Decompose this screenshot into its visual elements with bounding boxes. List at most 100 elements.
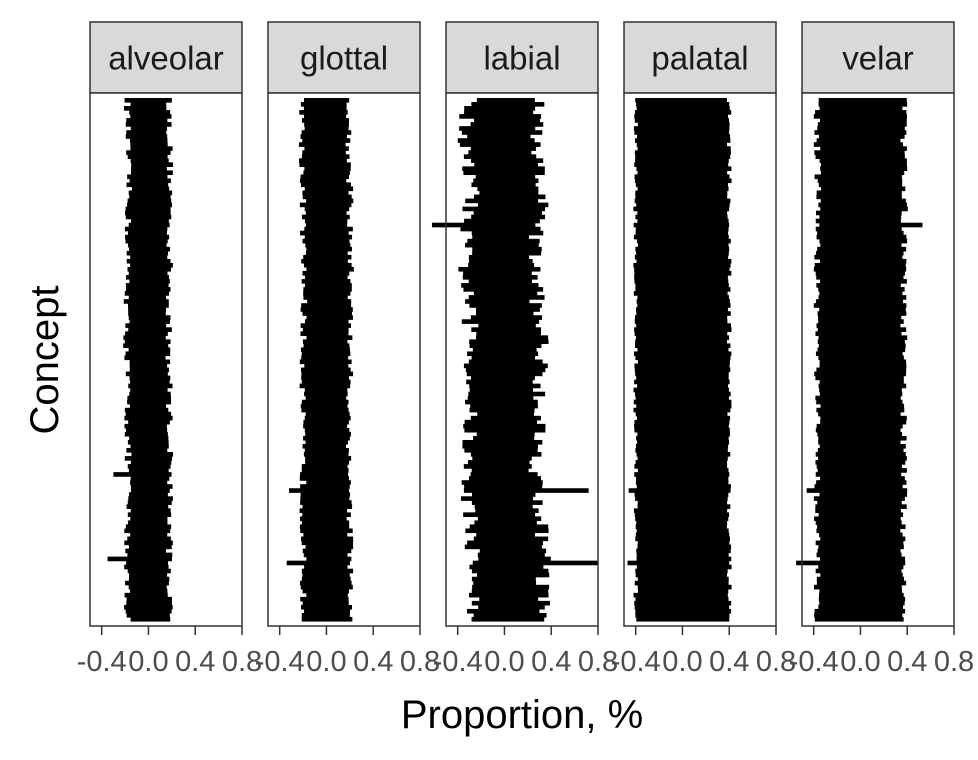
bar (304, 387, 348, 393)
bar (302, 504, 353, 509)
bar (633, 234, 729, 240)
bar (634, 427, 730, 433)
bar (814, 584, 902, 590)
bar (125, 287, 171, 292)
bar (127, 568, 171, 574)
bar (127, 512, 172, 517)
bar (301, 379, 351, 385)
bar (465, 367, 546, 373)
bar (635, 246, 730, 252)
bar (306, 266, 354, 272)
bar (637, 383, 729, 389)
bar (125, 524, 172, 530)
bar (301, 568, 354, 574)
bar (124, 456, 173, 461)
bar (298, 142, 346, 147)
bar (816, 399, 903, 405)
bar (816, 528, 901, 534)
bar (463, 170, 545, 176)
bar (815, 504, 907, 509)
bar (299, 162, 351, 167)
bar (303, 170, 350, 176)
bar (462, 206, 546, 212)
bar (130, 588, 168, 594)
bar (637, 170, 728, 176)
bar (817, 347, 906, 353)
bar (125, 427, 168, 433)
bar (467, 134, 531, 139)
bar (814, 612, 903, 618)
bar (129, 391, 171, 397)
facet-strip-label: alveolar (108, 40, 224, 77)
bar (130, 114, 172, 119)
bar (462, 275, 538, 280)
bar (468, 279, 532, 284)
bar (306, 315, 353, 320)
bar (464, 484, 543, 489)
bar (633, 351, 732, 357)
bar (637, 431, 730, 437)
bar (813, 266, 907, 272)
bar (815, 452, 906, 457)
bar (299, 202, 352, 208)
bar (304, 427, 350, 433)
bar (463, 270, 532, 276)
bar (305, 395, 347, 401)
bar (636, 552, 729, 558)
y-axis-title: Concept (23, 286, 67, 435)
bar (816, 194, 902, 200)
bar (635, 178, 732, 184)
bar (306, 335, 353, 340)
bar (301, 399, 349, 405)
bar (818, 98, 907, 103)
bar (301, 118, 349, 123)
bar (467, 460, 530, 465)
bar (464, 110, 534, 115)
bar (301, 214, 350, 220)
bar (125, 331, 168, 336)
bar (468, 258, 533, 264)
bar (635, 524, 727, 530)
bar (301, 371, 354, 377)
bar (816, 552, 902, 558)
bar (300, 323, 351, 328)
bar (815, 460, 906, 465)
bar (816, 580, 907, 586)
bar (471, 158, 544, 163)
bar (462, 166, 545, 172)
bar (635, 355, 731, 361)
bar (816, 138, 901, 143)
bar (635, 158, 729, 163)
bar (468, 254, 529, 260)
bar (129, 367, 169, 373)
bar (817, 548, 901, 554)
bar (300, 182, 351, 188)
bar (479, 596, 539, 602)
bar (464, 419, 538, 425)
bar (127, 395, 171, 401)
bar (819, 238, 908, 244)
bar (303, 435, 350, 441)
bar (306, 198, 354, 204)
bar (819, 222, 923, 228)
bar (127, 439, 169, 445)
bar (130, 484, 173, 489)
bar (471, 355, 536, 361)
bar (300, 307, 353, 312)
bar (635, 596, 729, 602)
bar (635, 371, 729, 377)
x-tick-label: 0.4 (887, 646, 927, 678)
bar (819, 588, 902, 594)
bar (637, 415, 731, 421)
bar (468, 391, 546, 397)
bar (635, 608, 732, 614)
bar (302, 572, 350, 578)
bar (304, 226, 353, 232)
bar (304, 218, 348, 224)
bar (463, 363, 548, 369)
x-tick-label: 0.8 (578, 646, 618, 678)
bar (459, 142, 541, 147)
bar (636, 564, 732, 570)
bar (634, 367, 731, 373)
bar (636, 311, 731, 316)
